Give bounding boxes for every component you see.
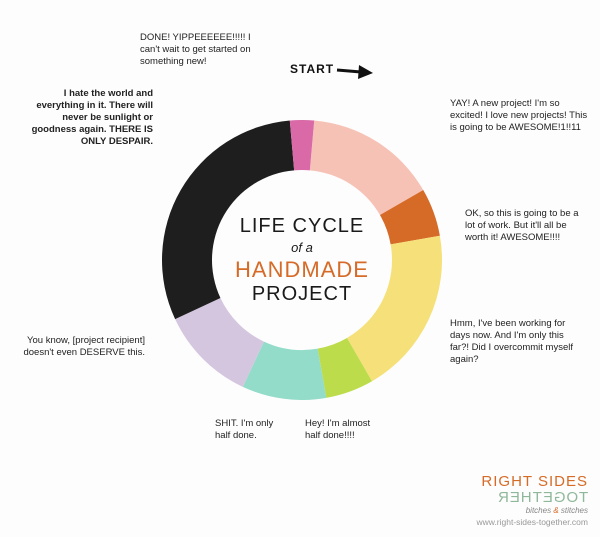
brand-tagline: bitches & stitches <box>481 507 588 515</box>
start-arrow-icon <box>335 58 375 82</box>
donut-segment-2 <box>347 236 442 382</box>
annotation-a1: OK, so this is going to be a lot of work… <box>465 208 590 244</box>
annotation-a3: Hey! I'm almost half done!!!! <box>305 418 385 442</box>
annotation-a4: SHIT. I'm only half done. <box>215 418 290 442</box>
annotation-a2: Hmm, I've been working for days now. And… <box>450 318 585 366</box>
annotation-a0: YAY! A new project! I'm so excited! I lo… <box>450 98 590 134</box>
annotation-a5: You know, [project recipient] doesn't ev… <box>10 335 145 359</box>
annotation-a7: DONE! YIPPEEEEEE!!!!! I can't wait to ge… <box>140 32 270 68</box>
brand-line1: RIGHT SIDES <box>481 474 588 490</box>
brand-line2: TOGETHER <box>497 490 588 506</box>
annotation-a6: I hate the world and everything in it. T… <box>18 88 153 147</box>
donut-chart <box>162 120 442 400</box>
brand-url: www.right-sides-together.com <box>477 517 589 527</box>
start-label: START <box>290 62 334 76</box>
donut-segment-6 <box>162 121 294 320</box>
branding-block: RIGHT SIDES TOGETHER bitches & stitches <box>481 474 588 515</box>
